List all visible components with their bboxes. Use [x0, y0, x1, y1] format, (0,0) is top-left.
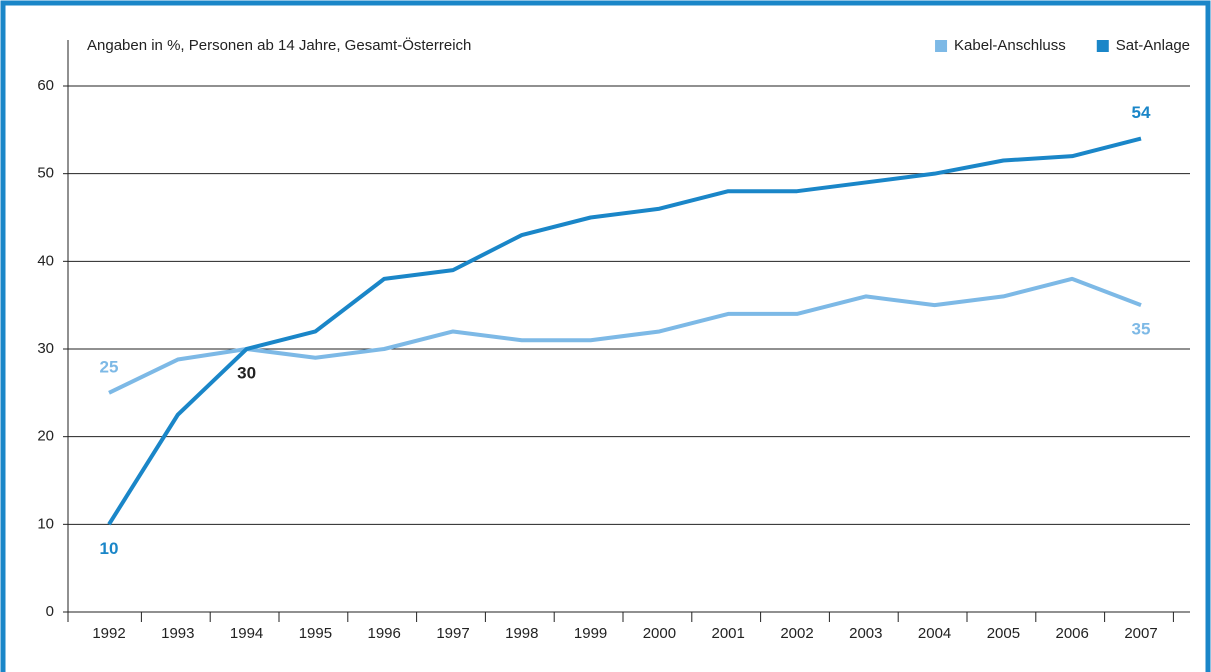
x-tick-label: 1995 — [299, 625, 332, 642]
x-tick-label: 1992 — [92, 625, 125, 642]
x-tick-label: 1998 — [505, 625, 538, 642]
y-tick-label: 30 — [37, 340, 54, 357]
legend-swatch — [1096, 40, 1109, 52]
data-label: 25 — [100, 357, 119, 376]
x-tick-label: 2006 — [1056, 625, 1089, 642]
series-line — [107, 136, 1142, 526]
x-tick-label: 1994 — [230, 625, 263, 642]
x-tick-label: 2007 — [1124, 625, 1157, 642]
x-tick-label: 2004 — [918, 625, 951, 642]
x-tick-label: 1997 — [436, 625, 469, 642]
x-tick-label: 2001 — [712, 625, 745, 642]
data-label: 30 — [237, 363, 256, 382]
series-line — [108, 276, 1142, 395]
legend-swatch — [935, 40, 948, 52]
y-tick-label: 20 — [37, 428, 54, 445]
x-tick-label: 1993 — [161, 625, 194, 642]
x-tick-label: 2005 — [987, 625, 1020, 642]
y-tick-label: 50 — [37, 165, 54, 182]
x-tick-label: 1996 — [368, 625, 401, 642]
x-tick-label: 2000 — [643, 625, 676, 642]
data-label: 35 — [1132, 320, 1151, 339]
legend-label: Kabel-Anschluss — [954, 37, 1066, 54]
data-label: 10 — [100, 539, 119, 558]
y-tick-label: 0 — [46, 603, 54, 620]
x-tick-label: 2002 — [780, 625, 813, 642]
y-tick-label: 60 — [37, 77, 54, 94]
legend-label: Sat-Anlage — [1116, 37, 1190, 54]
x-tick-label: 2003 — [849, 625, 882, 642]
chart-title: Angaben in %, Personen ab 14 Jahre, Gesa… — [87, 36, 471, 54]
y-tick-label: 40 — [37, 252, 54, 269]
y-tick-label: 10 — [37, 515, 54, 532]
data-label: 54 — [1132, 103, 1151, 122]
x-tick-label: 1999 — [574, 625, 607, 642]
